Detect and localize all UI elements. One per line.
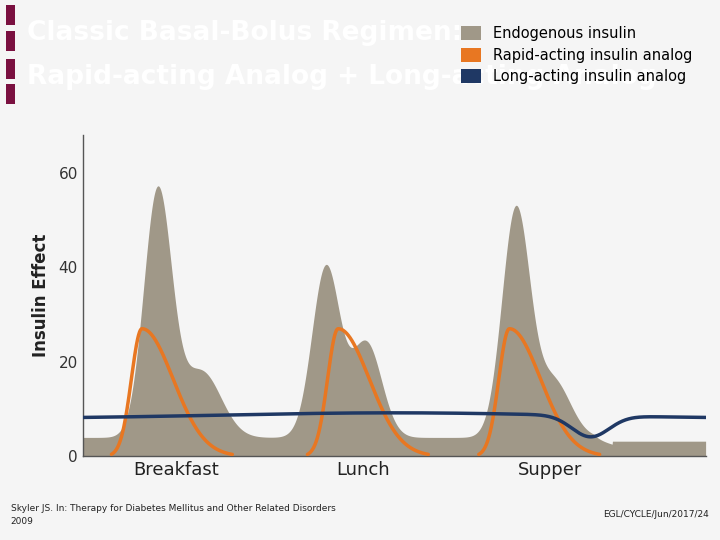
Legend: Endogenous insulin, Rapid-acting insulin analog, Long-acting insulin analog: Endogenous insulin, Rapid-acting insulin…	[455, 20, 698, 90]
Y-axis label: Insulin Effect: Insulin Effect	[32, 234, 50, 357]
Text: Classic Basal-Bolus Regimen:: Classic Basal-Bolus Regimen:	[27, 21, 463, 46]
Bar	[6, 59, 15, 79]
Bar	[6, 31, 15, 51]
Bar	[6, 4, 15, 25]
Text: Rapid-acting Analog + Long-acting Analog: Rapid-acting Analog + Long-acting Analog	[27, 64, 657, 90]
Text: EGL/CYCLE/Jun/2017/24: EGL/CYCLE/Jun/2017/24	[603, 510, 709, 519]
Text: Skyler JS. In: Therapy for Diabetes Mellitus and Other Related Disorders
2009: Skyler JS. In: Therapy for Diabetes Mell…	[11, 504, 336, 525]
Bar	[6, 84, 15, 104]
